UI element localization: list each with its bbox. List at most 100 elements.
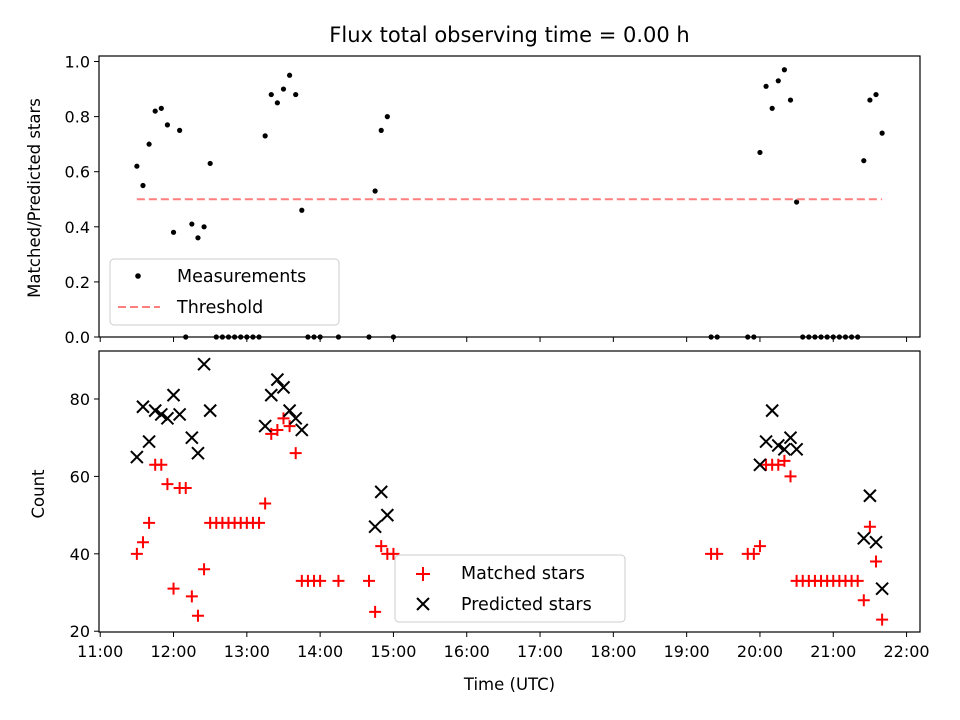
bottom-marks [130, 357, 889, 626]
predicted-stars-point [270, 372, 285, 387]
matched-stars-point [130, 547, 143, 560]
measurements-point [152, 108, 158, 114]
measurements-point [262, 133, 268, 139]
matched-stars-point [155, 458, 168, 471]
predicted-stars-point [148, 403, 162, 418]
predicted-stars-point [771, 438, 785, 453]
measurements-point [177, 127, 183, 133]
matched-stars-point [851, 574, 864, 587]
predicted-stars-point [264, 388, 278, 402]
measurements-point [775, 78, 781, 84]
matched-stars-point [136, 536, 149, 549]
legend-threshold-label: Threshold [176, 298, 263, 318]
predicted-stars-point [759, 434, 773, 449]
legend-measurements-label: Measurements [177, 267, 306, 287]
matched-stars-point [179, 482, 192, 495]
bottom-axes-frame [98, 350, 921, 633]
top-ytick-label: 1.0 [65, 53, 90, 72]
bottom-ytick-label: 40 [70, 545, 90, 564]
top-panel: Flux total observing time = 0.00 h Match… [25, 23, 921, 347]
predicted-stars-point [789, 442, 804, 457]
predicted-stars-point [191, 446, 205, 460]
matched-stars-point [369, 605, 382, 618]
matched-stars-point [876, 613, 889, 626]
top-ytick-label: 0.0 [65, 328, 90, 347]
predicted-stars-point [295, 423, 309, 437]
measurements-point [873, 91, 879, 98]
matched-stars-point [863, 520, 876, 533]
measurements-point [195, 235, 201, 241]
legend-matched-label: Matched stars [461, 564, 585, 584]
bottom-panel: Count Time (UTC) 11:00 12:00 13:00 14:00 15:… [29, 350, 930, 694]
bottom-ytick-label: 80 [70, 390, 90, 409]
predicted-stars-point [160, 411, 175, 426]
measurements-point [274, 100, 280, 106]
predicted-stars-point [753, 458, 767, 472]
matched-stars-point [784, 470, 797, 483]
bottom-xtick-label: 18:00 [590, 642, 636, 661]
matched-stars-point [289, 447, 302, 460]
top-axes: 0.0 0.2 0.4 0.6 0.8 1.0 [65, 53, 908, 347]
bottom-xtick-label: 16:00 [444, 642, 490, 661]
top-ytick-label: 0.6 [65, 163, 90, 182]
bottom-xtick-label: 22:00 [884, 642, 930, 661]
top-legend-box [109, 258, 340, 326]
legend-matched-marker [416, 567, 430, 581]
matched-stars-point [143, 516, 156, 529]
measurements-point [189, 221, 195, 227]
measurements-point [757, 149, 763, 156]
bottom-xtick-label: 20:00 [737, 642, 783, 661]
predicted-stars-point [777, 442, 792, 457]
matched-stars-point [161, 478, 174, 491]
bottom-xtick-label: 21:00 [810, 642, 856, 661]
bottom-ytick-label: 20 [70, 622, 90, 641]
top-ylabel: Matched/Predicted stars [25, 98, 44, 298]
measurements-point [763, 83, 769, 89]
measurements-point [384, 114, 390, 120]
matched-stars-point [387, 547, 400, 560]
predicted-stars-point [368, 520, 382, 534]
matched-stars-point [772, 458, 785, 471]
matched-stars-point [375, 540, 388, 553]
predicted-stars-point [142, 434, 156, 449]
bottom-legend-box [394, 554, 626, 623]
predicted-stars-point [166, 388, 181, 402]
measurements-point [268, 91, 274, 98]
measurements-point [134, 163, 140, 169]
matched-stars-point [711, 547, 724, 560]
top-ytick-label: 0.8 [65, 108, 90, 127]
top-ytick-label: 0.2 [65, 273, 90, 292]
predicted-stars-point [172, 407, 187, 422]
measurements-point [299, 207, 305, 213]
predicted-stars-point [869, 535, 883, 549]
bottom-axes: 11:00 12:00 13:00 14:00 15:00 16:00 17:00 18:00… [70, 390, 930, 661]
top-ytick-label: 0.4 [65, 218, 90, 237]
predicted-stars-point [276, 380, 291, 395]
predicted-stars-point [875, 581, 889, 596]
matched-stars-point [363, 574, 376, 587]
top-legend: Measurements Threshold [109, 258, 340, 326]
bottom-xtick-label: 11:00 [77, 642, 123, 661]
legend-measurements-marker [135, 273, 141, 279]
bottom-xlabel: Time (UTC) [463, 675, 555, 694]
measurements-point [861, 158, 867, 164]
measurements-point [170, 229, 177, 235]
predicted-stars-point [863, 489, 877, 503]
matched-stars-point [857, 594, 870, 607]
top-axes-frame [98, 55, 921, 338]
bottom-xtick-label: 15:00 [370, 642, 416, 661]
bottom-xtick-label: 17:00 [517, 642, 563, 661]
matched-stars-point [778, 454, 791, 467]
measurements-point [280, 86, 287, 92]
matched-stars-point [283, 420, 296, 433]
measurements-point [769, 105, 775, 111]
predicted-stars-point [258, 419, 272, 433]
matched-stars-point [191, 609, 204, 622]
matched-stars-point [870, 555, 883, 568]
predicted-stars-point [288, 411, 303, 426]
measurements-point [164, 122, 171, 128]
predicted-stars-point [130, 450, 144, 464]
predicted-stars-point [857, 531, 871, 546]
predicted-stars-point [154, 407, 169, 422]
